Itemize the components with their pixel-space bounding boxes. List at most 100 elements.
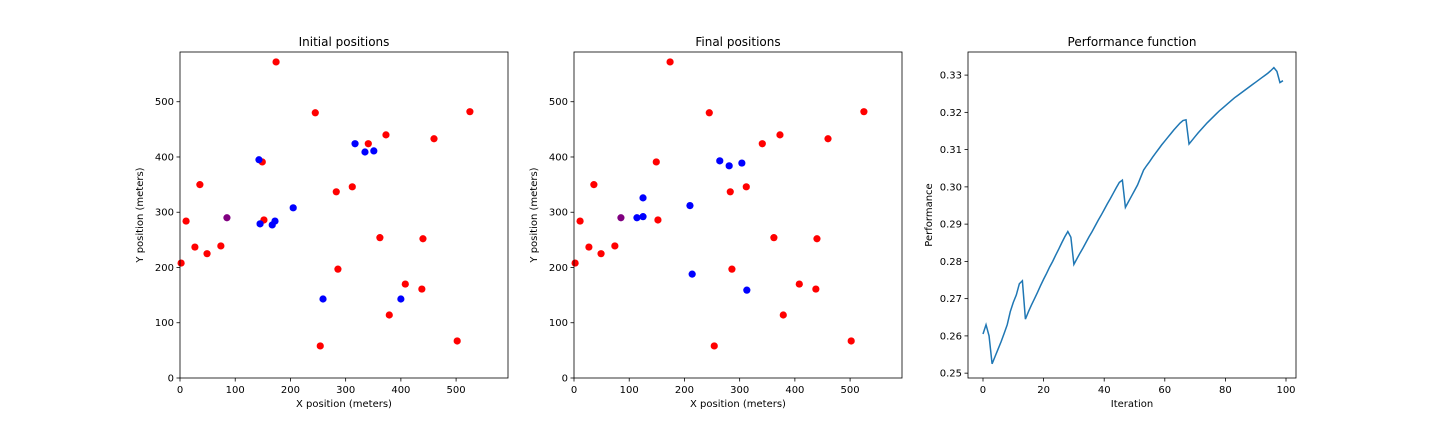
- agent-point: [361, 148, 369, 156]
- agent-point: [334, 265, 342, 273]
- performance-line: [982, 66, 1284, 365]
- agent-point: [633, 214, 641, 222]
- agent-point: [376, 234, 384, 242]
- y-axis-label: Y position (meters): [529, 167, 540, 263]
- agent-point: [779, 311, 787, 319]
- agent-point: [705, 109, 713, 117]
- agent-point: [686, 202, 694, 210]
- agent-point: [177, 259, 185, 267]
- agent-point: [196, 181, 204, 189]
- agent-point: [191, 243, 199, 251]
- subplot-title: Initial positions: [299, 35, 390, 49]
- x-tick-label: 400: [391, 385, 410, 396]
- y-tick-label: 0.29: [940, 220, 962, 231]
- agent-point: [272, 58, 280, 66]
- agent-point: [590, 181, 598, 189]
- x-tick-label: 200: [281, 385, 300, 396]
- agent-point: [770, 234, 778, 242]
- x-tick-label: 200: [675, 385, 694, 396]
- axes-frame: [179, 51, 509, 379]
- y-tick-label: 400: [549, 152, 568, 163]
- agent-point: [401, 280, 409, 288]
- x-tick-label: 500: [447, 385, 466, 396]
- x-tick-label: 500: [841, 385, 860, 396]
- agent-point: [726, 188, 734, 196]
- x-tick-label: 300: [730, 385, 749, 396]
- agent-point: [611, 242, 619, 250]
- subplot-title: Final positions: [695, 35, 780, 49]
- y-tick-label: 100: [549, 318, 568, 329]
- agent-point: [812, 285, 820, 293]
- axes-frame: [967, 51, 1297, 379]
- agent-point: [860, 108, 868, 116]
- agent-point: [576, 217, 584, 225]
- agent-point: [332, 188, 340, 196]
- y-tick-label: 300: [549, 208, 568, 219]
- agent-point: [824, 135, 832, 143]
- agent-point: [223, 214, 231, 222]
- y-tick-label: 0.25: [940, 369, 962, 380]
- x-tick-label: 0: [571, 385, 577, 396]
- y-tick-label: 300: [155, 208, 174, 219]
- agent-point: [776, 131, 784, 139]
- y-tick-label: 100: [155, 318, 174, 329]
- x-tick-label: 0: [177, 385, 183, 396]
- x-tick-label: 100: [1276, 385, 1295, 396]
- agent-point: [597, 250, 605, 258]
- agent-point: [351, 140, 359, 148]
- y-tick-label: 0.30: [940, 182, 962, 193]
- agent-point: [758, 140, 766, 148]
- x-axis-label: X position (meters): [690, 399, 786, 410]
- x-tick-label: 60: [1158, 385, 1171, 396]
- x-tick-label: 0: [980, 385, 986, 396]
- x-tick-label: 100: [226, 385, 245, 396]
- y-tick-label: 200: [155, 263, 174, 274]
- agent-point: [728, 265, 736, 273]
- agent-point: [571, 259, 579, 267]
- agent-point: [311, 109, 319, 117]
- agent-point: [795, 280, 803, 288]
- agent-point: [385, 311, 393, 319]
- agent-point: [364, 140, 372, 148]
- y-tick-label: 500: [549, 97, 568, 108]
- agent-point: [256, 220, 264, 228]
- agent-point: [268, 221, 276, 229]
- agent-point: [430, 135, 438, 143]
- agent-point: [710, 342, 718, 350]
- x-tick-label: 300: [336, 385, 355, 396]
- y-tick-label: 500: [155, 97, 174, 108]
- agent-point: [639, 213, 647, 221]
- subplot: Initial positions X position (meters) Y po…: [135, 35, 509, 410]
- subplot: Performance function Iteration Performance…: [924, 35, 1297, 410]
- agent-point: [255, 156, 263, 164]
- agent-point: [847, 337, 855, 345]
- subplot: Final positions X position (meters) Y posi…: [529, 35, 903, 410]
- agent-point: [370, 147, 378, 155]
- agent-point: [289, 204, 297, 212]
- y-tick-label: 0.26: [940, 331, 962, 342]
- agent-point: [585, 243, 593, 251]
- agent-point: [466, 108, 474, 116]
- y-tick-label: 0: [168, 374, 174, 385]
- agent-point: [319, 295, 327, 303]
- agent-point: [182, 217, 190, 225]
- x-tick-label: 400: [785, 385, 804, 396]
- agent-point: [652, 158, 660, 166]
- agent-point: [419, 235, 427, 243]
- agent-point: [418, 285, 426, 293]
- y-tick-label: 0.32: [940, 108, 962, 119]
- agent-point: [217, 242, 225, 250]
- subplot-title: Performance function: [1068, 35, 1197, 49]
- y-axis-label: Performance: [924, 183, 935, 246]
- y-tick-label: 200: [549, 263, 568, 274]
- agent-point: [666, 58, 674, 66]
- agent-point: [382, 131, 390, 139]
- y-tick-label: 400: [155, 152, 174, 163]
- agent-point: [453, 337, 461, 345]
- x-axis-label: X position (meters): [296, 399, 392, 410]
- axes-frame: [573, 51, 903, 379]
- agent-point: [743, 286, 751, 294]
- x-tick-label: 20: [1037, 385, 1050, 396]
- agent-point: [725, 162, 733, 170]
